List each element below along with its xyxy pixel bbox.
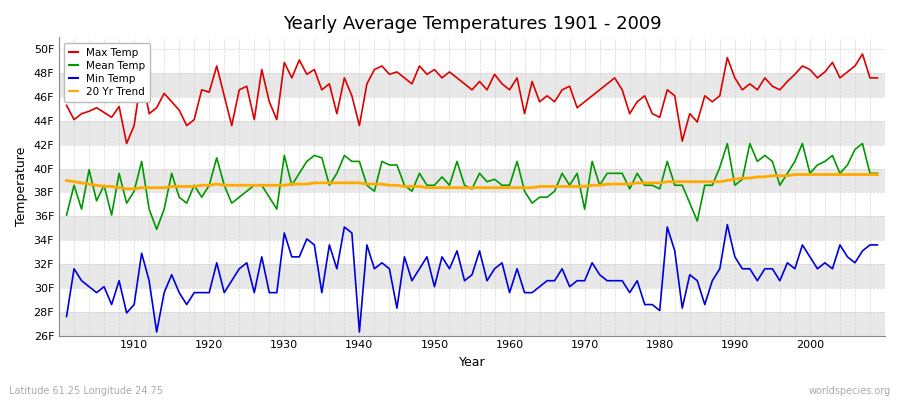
Bar (59, 240, 885, 264)
Bar (59, 121, 885, 145)
Bar (59, 168, 885, 192)
Y-axis label: Temperature: Temperature (15, 147, 28, 226)
Bar (59, 97, 885, 121)
Text: worldspecies.org: worldspecies.org (809, 386, 891, 396)
Bar (59, 192, 885, 216)
Bar (59, 49, 885, 73)
Bar (59, 216, 885, 240)
Bar (59, 312, 885, 336)
Legend: Max Temp, Mean Temp, Min Temp, 20 Yr Trend: Max Temp, Mean Temp, Min Temp, 20 Yr Tre… (64, 42, 150, 102)
Bar (59, 145, 885, 168)
X-axis label: Year: Year (459, 356, 485, 369)
Text: Latitude 61.25 Longitude 24.75: Latitude 61.25 Longitude 24.75 (9, 386, 163, 396)
Bar (59, 73, 885, 97)
Bar (59, 288, 885, 312)
Title: Yearly Average Temperatures 1901 - 2009: Yearly Average Temperatures 1901 - 2009 (283, 15, 662, 33)
Bar (59, 264, 885, 288)
